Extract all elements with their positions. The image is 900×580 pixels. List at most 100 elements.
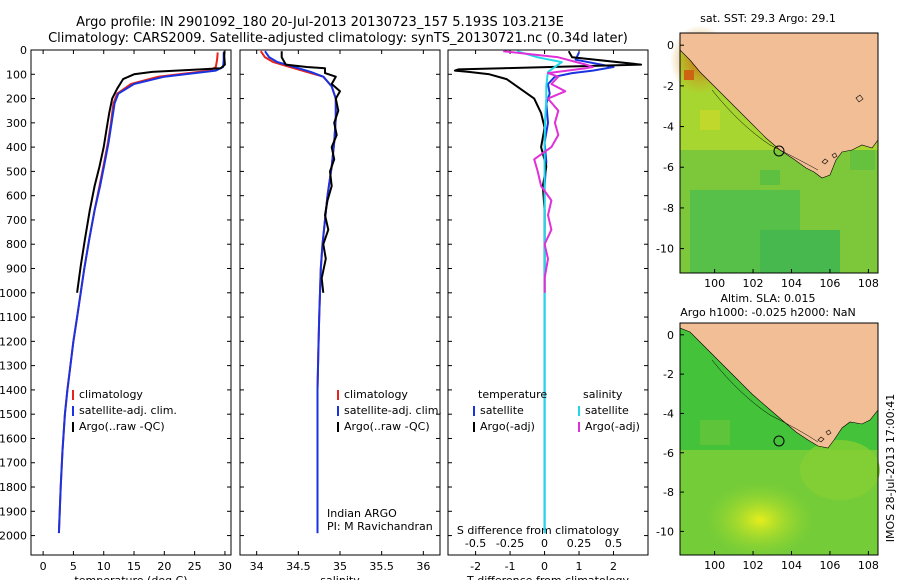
temp-xtick-label: 0 [40, 560, 47, 573]
depth-tick-label: 1500 [0, 408, 27, 421]
depth-tick-label: 700 [6, 214, 27, 227]
sst-map-xtick-label: 102 [743, 277, 764, 290]
diff-legend-header: temperature [478, 388, 547, 401]
depth-tick-label: 100 [6, 68, 27, 81]
temp-xtick-label: 5 [70, 560, 77, 573]
temp-series-2-line [76, 51, 226, 293]
sla-map-xtick-label: 102 [743, 559, 764, 572]
diff-legend-label: Argo(-adj) [480, 420, 535, 433]
sst-argo-location-marker [773, 145, 785, 157]
sst-map-coast-island [821, 94, 864, 165]
sal-xtick-label: 34.5 [286, 560, 311, 573]
sst-map-ytick-label: -2 [663, 80, 674, 93]
temp-series-1-line [57, 52, 225, 534]
depth-tick-label: 1600 [0, 432, 27, 445]
temp-xtick-label: 30 [218, 560, 232, 573]
sla-map-title-1: Altim. SLA: 0.015 [720, 292, 815, 305]
sla-map-title-2: Argo h1000: -0.025 h2000: NaN [680, 306, 856, 319]
sal-series-1-line [264, 50, 337, 534]
sla-map-land [679, 322, 879, 449]
depth-tick-label: 2000 [0, 530, 27, 543]
sal-xtick-label: 35.5 [369, 560, 394, 573]
depth-tick-label: 200 [6, 93, 27, 106]
depth-tick-label: 1400 [0, 384, 27, 397]
temp-legend-label: satellite-adj. clim. [79, 404, 177, 417]
sla-map-frame [679, 322, 879, 556]
sla-map-coast-island [817, 429, 832, 443]
temp-xtick-label: 10 [97, 560, 111, 573]
sst-map-panel: sat. SST: 29.3 Argo: 29.1 100 102 104 106 10… [656, 12, 879, 290]
sal-series-0-line [259, 50, 337, 534]
depth-tick-label: 400 [6, 141, 27, 154]
diff-xtick-label: 2 [610, 560, 617, 573]
sla-map-xtick-label: 108 [858, 559, 879, 572]
sal-series-2-line [280, 51, 341, 293]
diff-series-2-line [516, 50, 563, 534]
sal-xtick-label: 36 [416, 560, 430, 573]
depth-tick-label: 1200 [0, 335, 27, 348]
temperature-profile-panel: 0100200300400500600700800900100011001200… [0, 44, 232, 580]
sla-map-xtick-label: 100 [704, 559, 725, 572]
imos-timestamp: IMOS 28-Jul-2013 17:00:41 [884, 394, 897, 543]
sst-map-ytick-label: -8 [663, 202, 674, 215]
sst-map-xtick-label: 108 [858, 277, 879, 290]
temp-xlabel: temperature (deg C) [74, 574, 187, 580]
sst-map-ytick-label: -6 [663, 161, 674, 174]
diff-legend-label: satellite [585, 404, 629, 417]
temp-plot-frame [30, 49, 232, 556]
depth-tick-label: 900 [6, 263, 27, 276]
temp-series-0-line [57, 52, 219, 534]
diff-xtick-label: -2 [470, 560, 481, 573]
sst-map-frame [679, 32, 879, 274]
sla-map-ytick-label: -10 [656, 525, 674, 538]
depth-tick-label: 1700 [0, 457, 27, 470]
depth-tick-label: 500 [6, 165, 27, 178]
sla-map-contour [711, 359, 819, 443]
diff-xtick-label: -1 [505, 560, 516, 573]
depth-tick-label: 1800 [0, 481, 27, 494]
diff-legend-header: salinity [583, 388, 623, 401]
salinity-profile-panel: 34 34.5 35 35.5 36 salinity climatology satelli… [239, 49, 442, 580]
sal-xtick-label: 34 [250, 560, 264, 573]
sst-map-contour [711, 89, 819, 171]
sal-legend-label: Argo(..raw -QC) [344, 420, 430, 433]
depth-tick-label: 1900 [0, 505, 27, 518]
diff-legend-label: satellite [480, 404, 524, 417]
diff-x2tick-label: -0.25 [496, 537, 524, 550]
sst-map-xtick-label: 104 [781, 277, 802, 290]
diff-x2label: S difference from climatology [457, 524, 620, 537]
diff-x2tick-label: 0.5 [605, 537, 623, 550]
sal-xtick-label: 35 [333, 560, 347, 573]
sla-argo-location-marker [773, 435, 785, 447]
sla-map-ytick-label: -6 [663, 447, 674, 460]
temp-xtick-label: 15 [127, 560, 141, 573]
sst-map-land [679, 32, 879, 179]
sla-map-ytick-label: -4 [663, 407, 674, 420]
sal-legend-label: climatology [344, 388, 408, 401]
sst-map-xtick-label: 100 [704, 277, 725, 290]
sla-map-xtick-label: 106 [819, 559, 840, 572]
temp-xtick-label: 25 [188, 560, 202, 573]
depth-tick-label: 1100 [0, 311, 27, 324]
sla-map-ytick-label: -8 [663, 486, 674, 499]
difference-profile-panel: -2 -1 0 1 2T difference from climatology -0.5… [447, 49, 649, 580]
depth-tick-label: 800 [6, 238, 27, 251]
figure-subtitle: Climatology: CARS2009. Satellite-adjuste… [48, 31, 628, 46]
sla-map-ytick-label: -2 [663, 368, 674, 381]
depth-tick-label: 1300 [0, 360, 27, 373]
depth-tick-label: 1000 [0, 287, 27, 300]
sal-legend-label: satellite-adj. clim. [344, 404, 442, 417]
temp-xtick-label: 20 [157, 560, 171, 573]
depth-tick-label: 300 [6, 117, 27, 130]
diff-series-3-line [503, 50, 594, 293]
sla-map-panel: Altim. SLA: 0.015 Argo h1000: -0.025 h20… [656, 292, 880, 572]
sst-map-ytick-label: -4 [663, 121, 674, 134]
diff-x2tick-label: 0 [541, 537, 548, 550]
salinity-annotation: Indian ARGO [327, 507, 397, 520]
sst-map-title: sat. SST: 29.3 Argo: 29.1 [700, 12, 836, 25]
figure-title: Argo profile: IN 2901092_180 20-Jul-2013… [76, 15, 564, 30]
sal-plot-frame [239, 49, 441, 556]
sst-map-ytick-label: 0 [667, 39, 674, 52]
sla-map-xtick-label: 104 [781, 559, 802, 572]
